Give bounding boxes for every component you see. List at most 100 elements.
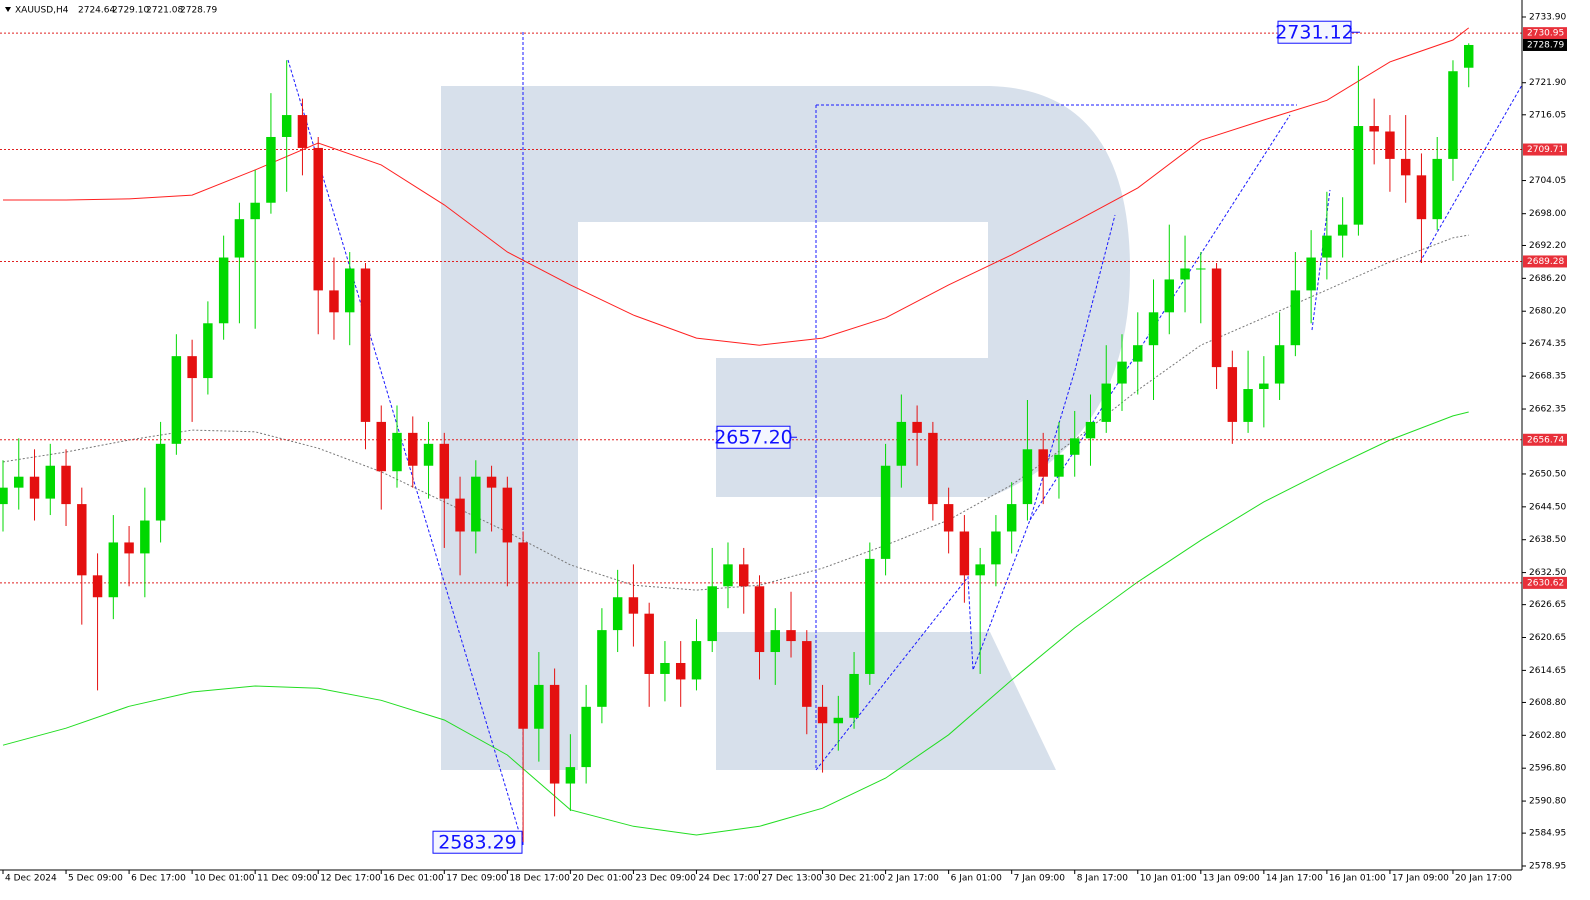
level-label: 2630.62	[1527, 578, 1564, 588]
candle-body	[644, 613, 654, 674]
x-tick-label: 27 Dec 13:00	[762, 874, 823, 884]
candle-body	[1180, 268, 1190, 280]
x-tick-label: 12 Dec 17:00	[320, 874, 381, 884]
candle-body	[518, 542, 528, 729]
y-tick-label: 2644.50	[1529, 502, 1566, 512]
indicator-line	[2, 411, 1469, 836]
y-tick-label: 2704.05	[1529, 176, 1566, 186]
candle-body	[660, 662, 670, 674]
candle-body	[1322, 235, 1332, 258]
x-tick-label: 17 Jan 09:00	[1392, 874, 1449, 884]
x-tick-label: 16 Jan 01:00	[1329, 874, 1386, 884]
x-tick-label: 5 Dec 09:00	[68, 874, 123, 884]
candle-body	[1069, 438, 1080, 455]
y-tick-label: 2590.80	[1529, 797, 1566, 807]
level-label-bg	[1523, 255, 1567, 268]
candle-body	[266, 136, 276, 203]
candle-body	[1353, 126, 1364, 225]
candle-body	[423, 443, 434, 466]
level-label: 2689.28	[1527, 257, 1564, 267]
header-high: 2729.10	[112, 6, 149, 16]
candle-body	[1101, 383, 1111, 422]
y-tick-label: 2692.20	[1529, 241, 1566, 251]
candle-body	[896, 421, 907, 466]
level-label-bg	[1523, 27, 1567, 40]
candle-body	[802, 641, 812, 707]
candle-body	[1274, 345, 1285, 384]
annotation-label: 2583.29	[438, 832, 517, 854]
candle-body	[1448, 71, 1458, 159]
candle-body	[691, 641, 702, 680]
candle-body	[1385, 131, 1395, 159]
x-tick-label: 14 Jan 17:00	[1266, 874, 1323, 884]
candle-body	[534, 684, 544, 729]
candle-body	[707, 586, 717, 642]
x-tick-label: 30 Dec 21:00	[825, 874, 886, 884]
candle-body	[975, 564, 985, 576]
candle-body	[1148, 312, 1159, 346]
x-tick-label: 17 Dec 09:00	[446, 874, 507, 884]
y-tick-label: 2662.35	[1529, 405, 1566, 415]
candle-body	[344, 268, 355, 313]
header-symbol: XAUUSD,H4	[15, 6, 69, 16]
x-tick-label: 20 Dec 01:00	[572, 874, 633, 884]
candle-body	[565, 767, 576, 784]
y-tick-label: 2698.00	[1529, 209, 1566, 219]
candle-body	[1290, 290, 1301, 346]
candle-body	[155, 443, 166, 521]
candle-body	[739, 564, 749, 587]
x-tick-label: 16 Dec 01:00	[383, 874, 444, 884]
candle-body	[1464, 44, 1474, 68]
y-tick-label: 2650.50	[1529, 469, 1566, 479]
header-low: 2721.08	[146, 6, 183, 16]
y-tick-label: 2686.20	[1529, 274, 1566, 284]
candle-body	[581, 706, 591, 768]
x-tick-label: 7 Jan 09:00	[1014, 874, 1066, 884]
candle-body	[218, 257, 229, 324]
candle-body	[1164, 279, 1175, 313]
y-tick-label: 2584.95	[1529, 829, 1566, 839]
candle-body	[1259, 383, 1269, 390]
y-tick-label: 2608.80	[1529, 698, 1566, 708]
candle-body	[1211, 268, 1222, 368]
x-tick-label: 4 Dec 2024	[5, 874, 57, 884]
candle-body	[455, 498, 465, 532]
y-tick-label: 2626.65	[1529, 600, 1566, 610]
candle-body	[549, 684, 560, 784]
annotation-label: 2657.20	[714, 427, 793, 449]
candle-body	[124, 542, 134, 554]
candle-body	[45, 465, 56, 499]
candle-body	[880, 465, 891, 559]
level-label: 2656.74	[1527, 435, 1564, 445]
header-arrow	[5, 7, 11, 12]
y-tick-label: 2680.20	[1529, 307, 1566, 317]
candle-body	[14, 476, 24, 488]
candle-body	[754, 586, 765, 653]
candle-body	[329, 290, 339, 313]
candle-body	[1054, 454, 1064, 477]
candle-body	[943, 504, 954, 532]
forecast-line	[1419, 84, 1523, 263]
y-tick-label: 2721.90	[1529, 78, 1566, 88]
candle-body	[928, 432, 938, 505]
candle-body	[1243, 389, 1253, 422]
x-tick-label: 24 Dec 17:00	[698, 874, 759, 884]
candle-body	[1022, 449, 1033, 505]
y-tick-label: 2614.65	[1529, 666, 1566, 676]
candle-body	[234, 219, 245, 258]
x-tick-label: 2 Jan 17:00	[888, 874, 940, 884]
x-tick-label: 23 Dec 09:00	[635, 874, 696, 884]
candle-body	[171, 356, 182, 444]
candle-body	[1038, 449, 1048, 477]
candle-body	[1196, 268, 1206, 270]
level-label-bg	[1523, 576, 1567, 589]
candle-body	[29, 476, 40, 499]
candle-body	[77, 504, 87, 576]
candle-body	[817, 706, 828, 724]
plot: 2583.29 2657.20 2731.12	[0, 20, 1522, 854]
candle-body	[0, 487, 8, 505]
candle-body	[786, 630, 796, 642]
forecast-line	[815, 214, 1116, 771]
axes: 2733.90 2721.90 2716.05 2704.05 2698.00 2692.…	[2, 12, 1567, 884]
